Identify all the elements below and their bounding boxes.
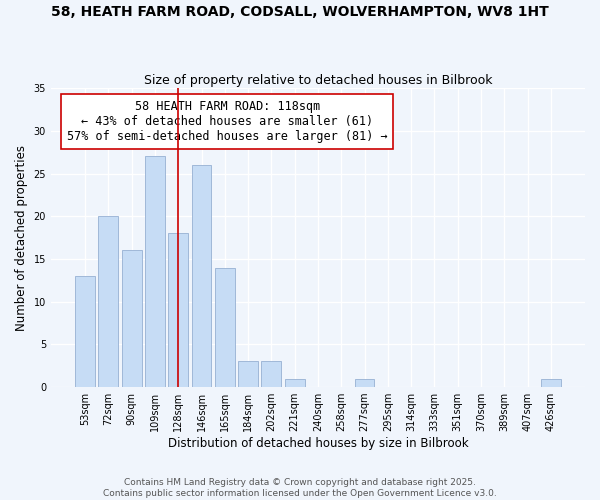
Text: 58, HEATH FARM ROAD, CODSALL, WOLVERHAMPTON, WV8 1HT: 58, HEATH FARM ROAD, CODSALL, WOLVERHAMP… [51,5,549,19]
Text: Contains HM Land Registry data © Crown copyright and database right 2025.
Contai: Contains HM Land Registry data © Crown c… [103,478,497,498]
Bar [145,156,165,387]
Bar [191,165,211,387]
Bar [122,250,142,387]
Bar [355,378,374,387]
Bar [75,276,95,387]
Y-axis label: Number of detached properties: Number of detached properties [15,144,28,330]
Bar [169,234,188,387]
Bar [98,216,118,387]
Bar [285,378,305,387]
Title: Size of property relative to detached houses in Bilbrook: Size of property relative to detached ho… [144,74,492,87]
Text: 58 HEATH FARM ROAD: 118sqm
← 43% of detached houses are smaller (61)
57% of semi: 58 HEATH FARM ROAD: 118sqm ← 43% of deta… [67,100,388,143]
X-axis label: Distribution of detached houses by size in Bilbrook: Distribution of detached houses by size … [167,437,468,450]
Bar [238,362,258,387]
Bar [215,268,235,387]
Bar [262,362,281,387]
Bar [541,378,561,387]
